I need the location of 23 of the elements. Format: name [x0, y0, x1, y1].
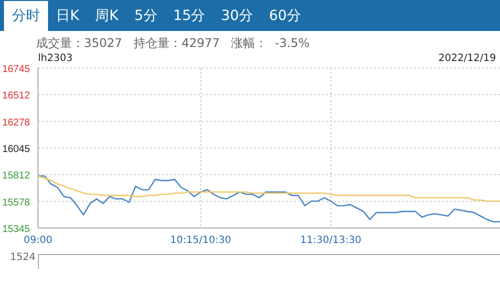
y-tick-label: 16278 [2, 117, 30, 128]
x-tick-label: 10:15/10:30 [170, 235, 232, 246]
line-series [38, 175, 500, 202]
text: 1524 [10, 252, 36, 263]
text: 60分 [268, 7, 302, 26]
x-tick-label: 09:00 [24, 235, 52, 246]
text: 分时 [4, 1, 48, 31]
text: 30分 [220, 7, 254, 26]
text: 周K [94, 7, 120, 26]
chart-title: lh2303 [38, 53, 73, 64]
line-series [38, 175, 500, 222]
y-tick-label: 16512 [2, 90, 30, 102]
text: 15分 [172, 7, 206, 26]
y-tick-label: 15812 [2, 170, 30, 182]
chart-subtitle: 成交量：35027 持仓量：42977 涨幅： -3.5% [36, 35, 310, 52]
text: 5分 [133, 7, 158, 26]
x-tick-label: 11:30/13:30 [300, 235, 362, 246]
y-tick-label: 16045 [2, 144, 30, 155]
text: 2022/12/19 [438, 53, 496, 64]
y-tick-label: 16745 [2, 64, 30, 75]
y-tick-label: 15345 [2, 224, 30, 235]
y-tick-label: 15578 [2, 197, 30, 208]
text: 日K [55, 7, 80, 26]
